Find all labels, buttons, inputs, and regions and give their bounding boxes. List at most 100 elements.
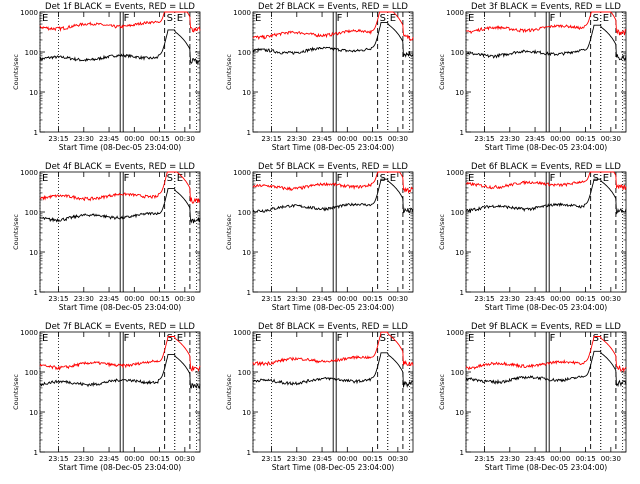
series-line-events bbox=[39, 353, 201, 390]
y-tick-label: 1000 bbox=[233, 329, 251, 337]
marker-label: F bbox=[550, 13, 556, 24]
x-tick-label: 00:30 bbox=[175, 135, 195, 143]
x-tick-label: 23:45 bbox=[99, 135, 119, 143]
x-tick-label: 23:30 bbox=[500, 455, 520, 463]
marker-label: E bbox=[255, 13, 261, 24]
panel-title: Det 2f BLACK = Events, RED = LLD bbox=[258, 2, 408, 12]
x-tick-label: 00:30 bbox=[601, 295, 621, 303]
x-tick-label: 00:00 bbox=[550, 455, 570, 463]
x-axis-label: Start Time (08-Dec-05 23:04:00) bbox=[59, 463, 181, 472]
marker-label: F bbox=[550, 333, 556, 344]
y-tick-label: 100 bbox=[451, 49, 464, 57]
y-tick-label: 100 bbox=[238, 369, 251, 377]
x-tick-label: 00:00 bbox=[550, 295, 570, 303]
y-tick-label: 100 bbox=[238, 209, 251, 217]
y-tick-label: 1 bbox=[247, 449, 251, 457]
x-tick-label: 00:00 bbox=[337, 135, 357, 143]
y-tick-label: 100 bbox=[25, 369, 38, 377]
series-line-lld bbox=[39, 171, 201, 204]
y-tick-label: 100 bbox=[25, 49, 38, 57]
x-tick-label: 23:30 bbox=[287, 455, 307, 463]
x-tick-label: 00:15 bbox=[575, 135, 595, 143]
y-tick-label: 1 bbox=[460, 449, 464, 457]
x-tick-label: 00:00 bbox=[337, 455, 357, 463]
x-tick-label: 00:00 bbox=[124, 135, 144, 143]
y-tick-label: 10 bbox=[242, 249, 251, 257]
marker-label: E bbox=[177, 173, 183, 184]
marker-label: S bbox=[167, 333, 173, 344]
panel-6: Det 6f BLACK = Events, RED = LLD 1 10 100 10… bbox=[438, 162, 627, 312]
panel-title: Det 6f BLACK = Events, RED = LLD bbox=[471, 162, 621, 172]
x-tick-label: 00:00 bbox=[124, 295, 144, 303]
marker-label: E bbox=[42, 13, 48, 24]
series-line-lld bbox=[39, 11, 201, 33]
panel-7: Det 7f BLACK = Events, RED = LLD 1 10 100 10… bbox=[12, 322, 201, 472]
x-tick-label: 23:15 bbox=[48, 455, 68, 463]
marker-label: E bbox=[42, 333, 48, 344]
x-axis-label: Start Time (08-Dec-05 23:04:00) bbox=[485, 303, 607, 312]
marker-label: F bbox=[337, 333, 343, 344]
x-tick-label: 23:15 bbox=[474, 135, 494, 143]
series-line-lld bbox=[39, 336, 201, 372]
series-line-events bbox=[465, 178, 627, 215]
marker-label: F bbox=[337, 13, 343, 24]
panel-title: Det 9f BLACK = Events, RED = LLD bbox=[471, 322, 621, 332]
x-tick-label: 00:15 bbox=[575, 295, 595, 303]
marker-label: E bbox=[603, 13, 609, 24]
y-tick-label: 1 bbox=[460, 289, 464, 297]
y-axis-label: Counts/sec bbox=[225, 214, 233, 250]
marker-label: E bbox=[177, 333, 183, 344]
series-line-events bbox=[252, 178, 414, 214]
series-line-lld bbox=[252, 331, 414, 367]
panel-1: Det 1f BLACK = Events, RED = LLD 1 10 100 10… bbox=[12, 2, 201, 152]
y-tick-label: 1000 bbox=[446, 169, 464, 177]
marker-label: E bbox=[468, 173, 474, 184]
marker-label: E bbox=[177, 13, 183, 24]
marker-label: F bbox=[124, 333, 130, 344]
marker-label: E bbox=[390, 13, 396, 24]
series-line-lld bbox=[465, 336, 627, 373]
y-tick-label: 1000 bbox=[233, 169, 251, 177]
x-tick-label: 23:15 bbox=[474, 455, 494, 463]
x-tick-label: 23:15 bbox=[261, 295, 281, 303]
y-tick-label: 1 bbox=[247, 129, 251, 137]
y-axis-label: Counts/sec bbox=[225, 374, 233, 410]
series-line-events bbox=[465, 24, 627, 61]
y-axis-label: Counts/sec bbox=[12, 54, 20, 90]
x-tick-label: 00:30 bbox=[388, 135, 408, 143]
y-tick-label: 1000 bbox=[20, 9, 38, 17]
x-tick-label: 00:15 bbox=[575, 455, 595, 463]
panel-title: Det 1f BLACK = Events, RED = LLD bbox=[45, 2, 195, 12]
x-tick-label: 00:15 bbox=[362, 135, 382, 143]
series-line-lld bbox=[252, 171, 414, 194]
x-axis-label: Start Time (08-Dec-05 23:04:00) bbox=[59, 143, 181, 152]
marker-label: E bbox=[603, 173, 609, 184]
marker-label: F bbox=[550, 173, 556, 184]
y-tick-label: 10 bbox=[455, 409, 464, 417]
x-tick-label: 23:45 bbox=[99, 295, 119, 303]
y-tick-label: 1 bbox=[34, 449, 38, 457]
series-line-lld bbox=[465, 171, 627, 190]
x-tick-label: 23:45 bbox=[312, 135, 332, 143]
x-tick-label: 00:15 bbox=[149, 135, 169, 143]
x-tick-label: 23:15 bbox=[48, 135, 68, 143]
panel-title: Det 4f BLACK = Events, RED = LLD bbox=[45, 162, 195, 172]
series-line-events bbox=[39, 188, 201, 224]
y-axis-label: Counts/sec bbox=[438, 214, 446, 250]
marker-label: F bbox=[124, 173, 130, 184]
x-axis-label: Start Time (08-Dec-05 23:04:00) bbox=[485, 143, 607, 152]
x-tick-label: 23:30 bbox=[287, 295, 307, 303]
x-tick-label: 23:30 bbox=[287, 135, 307, 143]
series-line-events bbox=[465, 350, 627, 388]
marker-label: E bbox=[468, 13, 474, 24]
panel-title: Det 3f BLACK = Events, RED = LLD bbox=[471, 2, 621, 12]
series-line-lld bbox=[252, 11, 414, 42]
x-axis-label: Start Time (08-Dec-05 23:04:00) bbox=[59, 303, 181, 312]
x-tick-label: 23:15 bbox=[261, 135, 281, 143]
x-axis-label: Start Time (08-Dec-05 23:04:00) bbox=[272, 463, 394, 472]
x-tick-label: 23:30 bbox=[500, 295, 520, 303]
marker-label: F bbox=[337, 173, 343, 184]
x-axis-label: Start Time (08-Dec-05 23:04:00) bbox=[272, 143, 394, 152]
panel-title: Det 7f BLACK = Events, RED = LLD bbox=[45, 322, 195, 332]
